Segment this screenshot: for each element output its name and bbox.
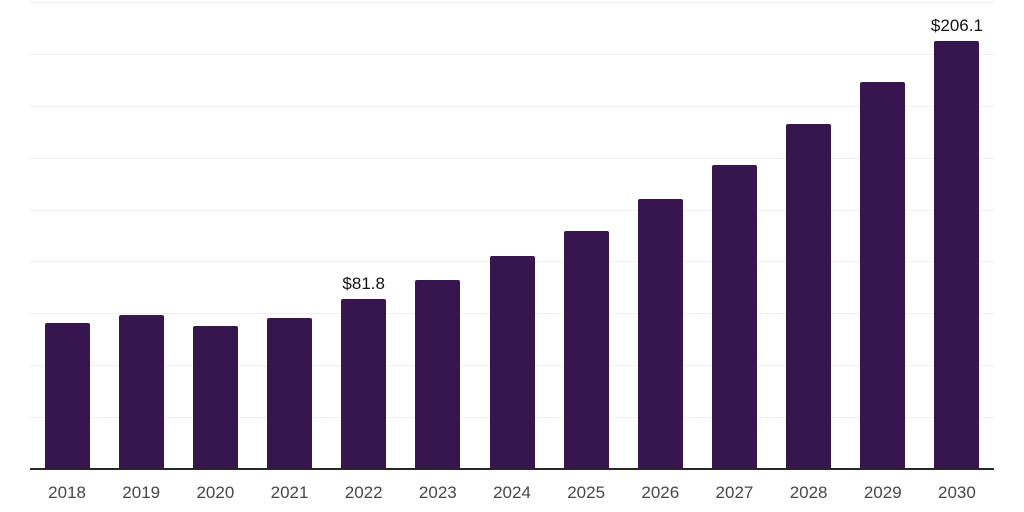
x-tick-2019: 2019: [122, 483, 161, 502]
x-tick-2023: 2023: [418, 483, 457, 502]
gridline: [30, 2, 994, 3]
x-tick-2018: 2018: [48, 483, 86, 502]
bar-2022: [341, 299, 387, 469]
value-label-2022: $81.8: [342, 274, 385, 294]
x-tick-2024: 2024: [493, 483, 531, 502]
plot-area: $81.8 $206.1: [30, 2, 994, 470]
x-axis-line: [30, 468, 994, 470]
gridline: [30, 53, 994, 55]
bar-2023: [415, 279, 461, 469]
bar-2024: [489, 256, 535, 469]
gridline: [30, 105, 994, 107]
bar-2020: [192, 326, 238, 469]
x-tick-2021: 2021: [270, 483, 309, 502]
x-tick-2028: 2028: [789, 483, 828, 502]
gridline: [30, 209, 994, 211]
bar-2027: [711, 164, 757, 469]
bar-2026: [637, 198, 683, 469]
x-tick-2026: 2026: [641, 483, 680, 502]
bar-2029: [860, 81, 906, 469]
x-tick-2027: 2027: [715, 483, 754, 502]
bar-2021: [267, 317, 313, 469]
bar-2018: [44, 322, 90, 469]
bar-2019: [118, 315, 164, 469]
bar-2028: [786, 123, 832, 469]
x-tick-2030: 2030: [938, 483, 976, 502]
x-tick-2029: 2029: [863, 483, 902, 502]
value-label-2030: $206.1: [930, 16, 983, 36]
x-tick-2020: 2020: [196, 483, 235, 502]
bar-2025: [563, 230, 609, 469]
bar-2030: [934, 41, 980, 469]
x-tick-2022: 2022: [344, 483, 383, 502]
x-tick-2025: 2025: [567, 483, 606, 502]
x-axis-tick-labels: 2018 2019 2020 2021 2022 2023 2024 2025 2026 2027…: [30, 483, 994, 505]
gridline: [30, 157, 994, 159]
